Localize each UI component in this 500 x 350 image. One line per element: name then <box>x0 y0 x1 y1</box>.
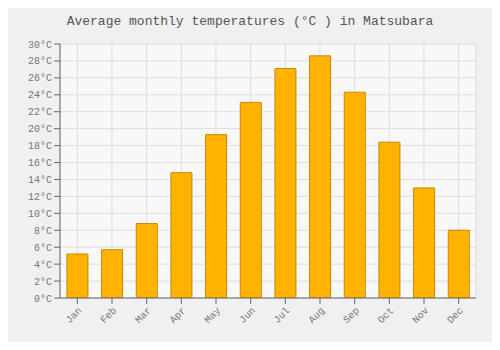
svg-text:26°C: 26°C <box>28 73 52 84</box>
svg-text:Aug: Aug <box>307 305 328 326</box>
svg-text:Jun: Jun <box>237 305 258 326</box>
svg-text:Jan: Jan <box>64 305 85 326</box>
svg-text:Feb: Feb <box>99 305 120 326</box>
svg-text:18°C: 18°C <box>28 141 52 152</box>
svg-text:22°C: 22°C <box>28 107 52 118</box>
svg-text:2°C: 2°C <box>34 277 52 288</box>
svg-text:Sep: Sep <box>341 305 362 326</box>
svg-text:0°C: 0°C <box>34 294 52 305</box>
svg-text:Apr: Apr <box>168 305 189 326</box>
svg-text:Mar: Mar <box>133 305 154 326</box>
svg-text:16°C: 16°C <box>28 158 52 169</box>
svg-text:Nov: Nov <box>411 305 432 326</box>
svg-text:10°C: 10°C <box>28 209 52 220</box>
svg-text:28°C: 28°C <box>28 56 52 67</box>
svg-text:30°C: 30°C <box>28 40 52 51</box>
svg-text:8°C: 8°C <box>34 226 52 237</box>
svg-text:20°C: 20°C <box>28 124 52 135</box>
svg-text:May: May <box>203 305 224 326</box>
svg-text:Dec: Dec <box>445 305 466 326</box>
svg-text:Jul: Jul <box>272 305 293 326</box>
svg-text:6°C: 6°C <box>34 243 52 254</box>
svg-text:24°C: 24°C <box>28 90 52 101</box>
svg-text:14°C: 14°C <box>28 175 52 186</box>
svg-text:4°C: 4°C <box>34 260 52 271</box>
svg-text:Oct: Oct <box>376 305 397 326</box>
svg-text:12°C: 12°C <box>28 192 52 203</box>
html-text:Average monthly temperatures (: Average monthly temperatures (°C ) in Ma… <box>66 14 434 29</box>
